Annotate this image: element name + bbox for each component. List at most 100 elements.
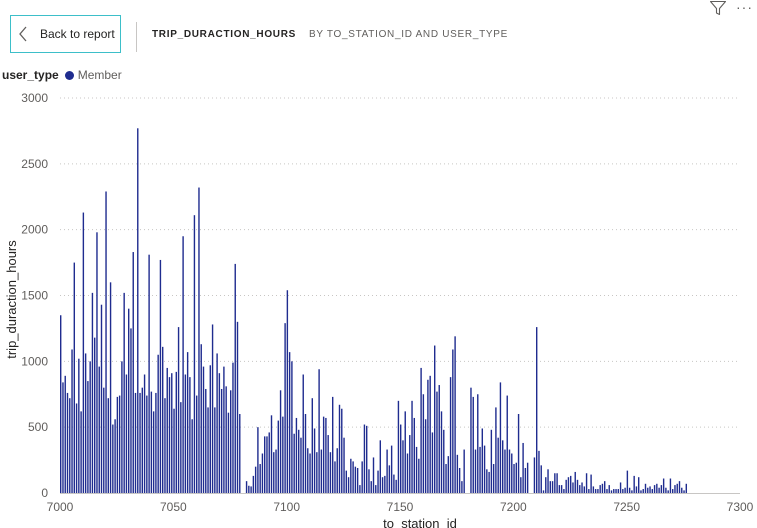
bar xyxy=(554,473,556,493)
bar xyxy=(395,479,397,493)
bar xyxy=(495,407,497,493)
bar xyxy=(118,395,121,493)
bar xyxy=(438,385,440,493)
bar xyxy=(579,485,581,493)
bar xyxy=(508,449,511,493)
bar xyxy=(615,489,617,493)
bar xyxy=(413,417,416,493)
bar xyxy=(141,387,144,493)
bar xyxy=(492,464,495,493)
bar xyxy=(177,327,180,493)
bar xyxy=(284,323,286,493)
bar xyxy=(288,352,291,493)
bar xyxy=(640,490,642,493)
bar xyxy=(80,411,82,493)
bar xyxy=(109,282,112,493)
y-tick-label: 1500 xyxy=(21,289,48,303)
bar xyxy=(266,436,268,493)
bar xyxy=(386,449,388,493)
bar xyxy=(454,336,456,493)
bar xyxy=(619,482,622,493)
bar xyxy=(347,477,350,493)
more-options-icon[interactable]: ··· xyxy=(736,0,753,15)
bar xyxy=(334,461,336,493)
bar xyxy=(313,428,316,493)
bar xyxy=(538,450,540,493)
bar xyxy=(268,432,270,493)
bar xyxy=(540,465,542,493)
bar xyxy=(474,449,477,493)
filter-icon[interactable] xyxy=(709,0,727,16)
bar xyxy=(64,375,66,493)
bar xyxy=(329,452,332,493)
bar xyxy=(644,483,647,493)
bar xyxy=(198,187,200,493)
bar xyxy=(631,490,633,493)
bar xyxy=(533,457,536,493)
bar xyxy=(583,486,586,493)
bar xyxy=(556,473,558,493)
bar xyxy=(248,485,250,493)
bar xyxy=(264,436,266,493)
bar xyxy=(443,429,445,493)
back-to-report-button[interactable]: Back to report xyxy=(10,15,121,53)
bar xyxy=(196,395,198,493)
bar xyxy=(678,481,681,493)
bar xyxy=(184,374,187,493)
bar xyxy=(672,489,674,493)
bar xyxy=(341,408,343,493)
bar xyxy=(234,263,236,493)
bar xyxy=(511,453,513,493)
bar xyxy=(681,487,683,493)
bar xyxy=(588,489,590,493)
bar xyxy=(279,390,282,493)
bar xyxy=(250,486,252,493)
bar xyxy=(388,465,391,493)
bar xyxy=(91,292,94,493)
bar xyxy=(660,485,663,493)
bar xyxy=(270,415,273,493)
bar xyxy=(82,212,85,494)
bar xyxy=(497,437,499,493)
bar xyxy=(409,435,411,493)
bar xyxy=(547,469,549,493)
bar xyxy=(173,408,175,493)
bar xyxy=(608,485,610,493)
bar xyxy=(223,366,225,493)
bar xyxy=(227,412,230,493)
bar xyxy=(338,404,341,493)
bar xyxy=(150,391,153,493)
bar xyxy=(60,315,62,493)
bar xyxy=(361,461,363,493)
bar xyxy=(293,433,295,493)
bar xyxy=(112,424,114,493)
bar xyxy=(78,358,80,493)
bar xyxy=(560,485,563,493)
bar xyxy=(375,485,377,493)
bar xyxy=(642,489,644,493)
bar xyxy=(148,254,150,493)
bar xyxy=(520,477,522,493)
bar xyxy=(275,449,277,493)
bar xyxy=(300,437,302,493)
bar xyxy=(137,128,139,493)
x-tick-label: 7050 xyxy=(160,500,187,514)
bar xyxy=(381,477,384,493)
bar xyxy=(545,477,547,493)
bar xyxy=(302,374,304,493)
bar xyxy=(356,467,359,493)
bar xyxy=(434,345,436,493)
visual-title: TRIP_DURACTION_HOURS xyxy=(152,29,297,40)
bar xyxy=(470,387,472,493)
bar xyxy=(635,486,638,493)
bar xyxy=(354,466,357,493)
bar xyxy=(486,469,488,493)
x-tick-label: 7200 xyxy=(500,500,527,514)
bar xyxy=(477,394,479,493)
bar xyxy=(585,473,588,493)
bar xyxy=(558,485,561,493)
bar xyxy=(570,475,572,493)
x-tick-label: 7000 xyxy=(47,500,74,514)
bar xyxy=(581,482,583,493)
bar xyxy=(191,419,193,493)
